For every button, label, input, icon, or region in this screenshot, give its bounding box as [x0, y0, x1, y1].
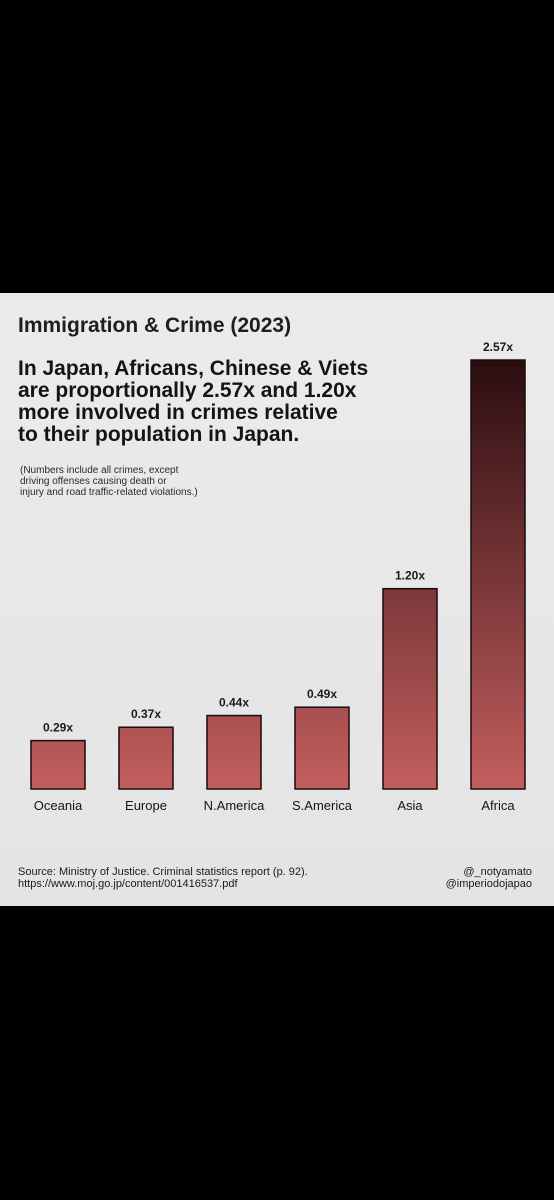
value-label: 0.44x	[219, 696, 249, 710]
bar-chart: 0.29x Oceania 0.37x Europe 0.44x N.America 0.4…	[30, 340, 526, 813]
subtitle-line: are proportionally 2.57x and 1.20x	[18, 379, 357, 402]
value-label: 0.29x	[43, 721, 73, 735]
value-label: 2.57x	[483, 340, 513, 354]
bar-europe	[118, 726, 174, 790]
source-url: https://www.moj.go.jp/content/001416537.…	[18, 878, 238, 890]
subtitle-line: In Japan, Africans, Chinese & Viets	[18, 357, 369, 380]
source-text: Source: Ministry of Justice. Criminal st…	[18, 866, 308, 878]
chart-note: (Numbers include all crimes, except driv…	[20, 465, 198, 498]
category-label: Africa	[481, 798, 515, 813]
value-label: 0.49x	[307, 687, 337, 701]
value-label: 1.20x	[395, 569, 425, 583]
bar-oceania	[30, 739, 86, 790]
note-line: (Numbers include all crimes, except	[20, 465, 179, 476]
subtitle-line: more involved in crimes relative	[18, 401, 338, 424]
source-footer: Source: Ministry of Justice. Criminal st…	[18, 866, 308, 890]
subtitle-line: to their population in Japan.	[18, 423, 300, 446]
chart-title: Immigration & Crime (2023)	[18, 314, 292, 337]
chart-card: Immigration & Crime (2023) In Japan, Afr…	[0, 293, 554, 906]
credit-handle: @_notyamato	[463, 866, 532, 878]
category-label: Oceania	[34, 798, 83, 813]
note-line: driving offenses causing death or	[20, 476, 167, 487]
category-label: Europe	[125, 798, 167, 813]
bar-namerica	[206, 714, 262, 790]
bar-asia	[382, 587, 438, 790]
value-label: 0.37x	[131, 707, 161, 721]
category-label: N.America	[204, 798, 265, 813]
author-credits: @_notyamato @imperiodojapao	[446, 866, 532, 890]
note-line: injury and road traffic-related violatio…	[20, 487, 198, 498]
credit-handle: @imperiodojapao	[445, 878, 532, 890]
category-label: S.America	[292, 798, 353, 813]
category-label: Asia	[397, 798, 423, 813]
bar-africa	[470, 359, 526, 790]
bar-samerica	[294, 706, 350, 790]
chart-subtitle: In Japan, Africans, Chinese & Viets are …	[18, 358, 438, 446]
